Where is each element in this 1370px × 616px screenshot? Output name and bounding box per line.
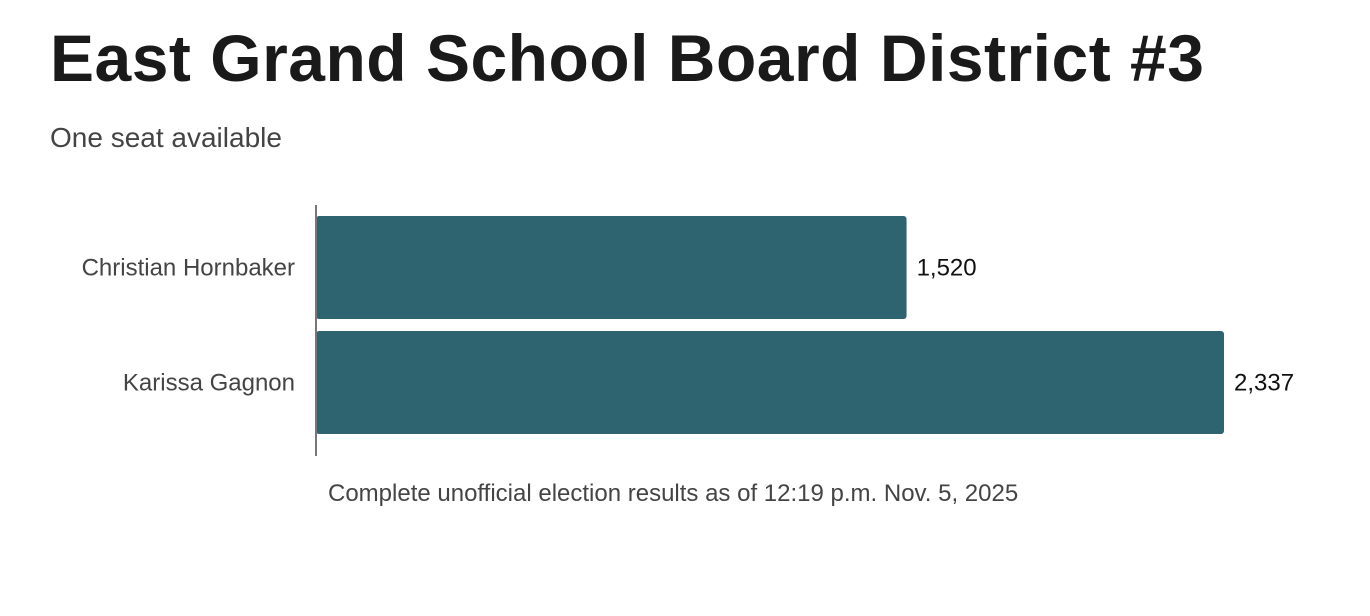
category-label: Karissa Gagnon [123,370,295,397]
chart-footnote: Complete unofficial election results as … [328,480,1019,507]
value-label: 1,520 [917,255,977,282]
chart-subtitle: One seat available [50,122,282,153]
value-label: 2,337 [1234,370,1294,397]
chart-title: East Grand School Board District #3 [50,21,1205,95]
bar [316,331,1224,434]
category-label: Christian Hornbaker [82,255,295,282]
bar [316,216,907,319]
